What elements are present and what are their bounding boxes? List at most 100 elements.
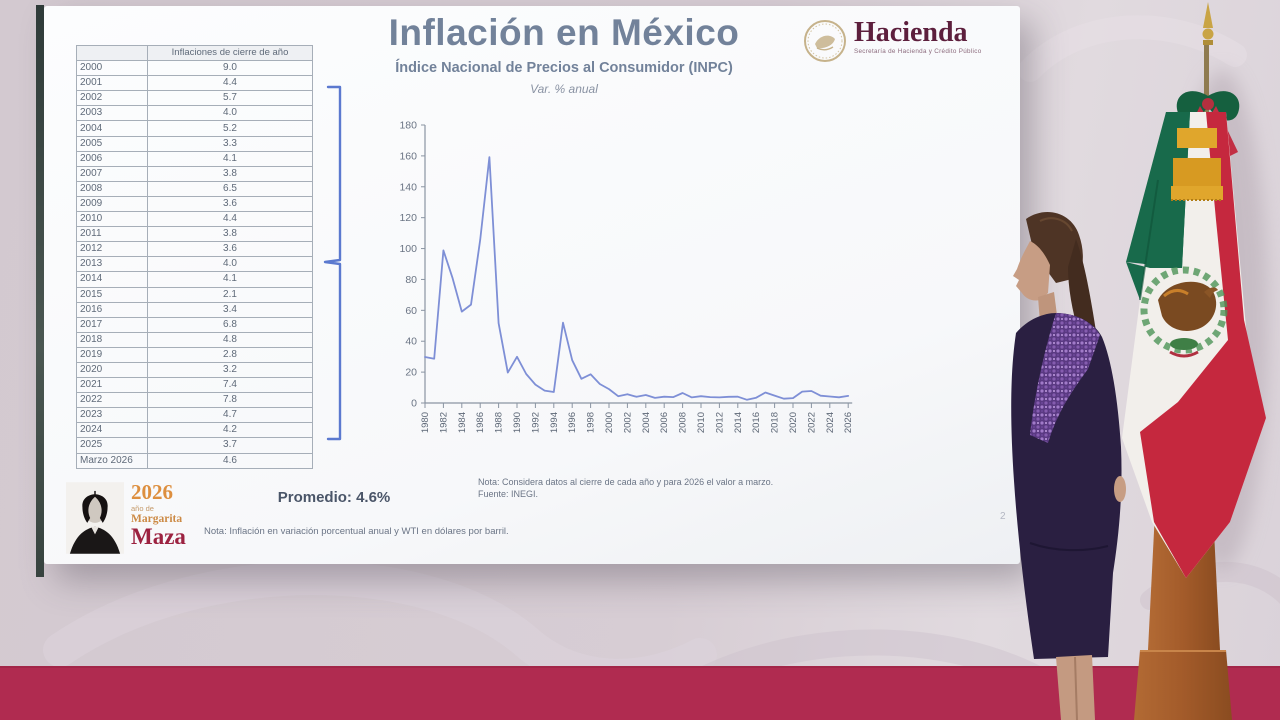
hacienda-logo: Hacienda Secretaría de Hacienda y Crédit… [802,18,982,64]
x-axis-tick-label: 1982 [438,412,449,433]
y-axis-tick-label: 20 [405,367,417,379]
x-axis-tick-label: 2022 [806,412,817,433]
y-axis-tick-label: 180 [399,120,417,132]
hacienda-subtext: Secretaría de Hacienda y Crédito Público [854,48,982,56]
inflation-value-cell: 4.6 [147,452,313,469]
table-row: 2000 9.0 [76,60,313,77]
table-row: Marzo 2026 4.6 [76,452,313,469]
table-row: 2006 4.1 [76,150,313,167]
table-row: 2014 4.1 [76,271,313,288]
inflation-value-cell: 4.2 [147,422,313,439]
maza-line3: Maza [131,524,186,549]
slide-variation-label: Var. % anual [530,82,598,96]
y-axis-tick-label: 40 [405,336,417,348]
inflation-value-cell: 4.7 [147,407,313,424]
presentation-screen: Inflación en México Índice Nacional de P… [36,5,1020,577]
y-axis-tick-label: 120 [399,212,417,224]
year-cell: 2017 [76,316,148,333]
person-embroidered-panel [1030,313,1100,443]
table-row: 2019 2.8 [76,346,313,363]
table-row: 2002 5.7 [76,90,313,107]
x-axis-tick-label: 2012 [714,412,725,433]
inflation-value-cell: 7.4 [147,377,313,394]
slide-subtitle: Índice Nacional de Precios al Consumidor… [395,60,733,76]
y-axis-tick-label: 60 [405,305,417,317]
year-cell: 2012 [76,241,148,258]
table-row: 2020 3.2 [76,361,313,379]
inflation-value-cell: 7.8 [147,392,313,409]
maza-line1: año de [131,504,154,513]
x-axis-tick-label: 2014 [733,412,744,433]
table-row: 2021 7.4 [76,377,313,394]
table-row: 2011 3.8 [76,226,313,243]
chart-note-line1: Nota: Considera datos al cierre de cada … [478,477,774,487]
table-row: 2018 4.8 [76,331,313,348]
year-cell: 2014 [76,271,148,288]
inflation-value-cell: 4.1 [147,271,313,288]
inflation-value-cell: 5.7 [147,90,313,107]
year-cell: 2011 [76,226,148,243]
bottom-note: Nota: Inflación en variación porcentual … [204,526,509,537]
x-axis-tick-label: 1984 [457,412,468,433]
maza-year: 2026 [131,480,173,504]
average-inflation-label: Promedio: 4.6% [277,489,391,506]
x-axis-tick-label: 2004 [641,412,652,433]
y-axis-tick-label: 0 [411,398,417,410]
year-cell: 2009 [76,195,148,213]
x-axis-tick-label: 1994 [549,412,560,433]
year-cell: 2018 [76,331,148,348]
inflation-value-cell: 2.8 [147,346,313,363]
x-axis-tick-label: 2008 [678,412,689,433]
x-axis-tick-label: 2026 [843,412,854,433]
inflation-value-cell: 3.2 [147,361,313,379]
x-axis-tick-label: 2016 [751,412,762,433]
inflation-value-cell: 3.8 [147,165,313,182]
inflation-line-series [424,156,850,401]
inflation-value-cell: 3.6 [147,241,313,258]
inflation-header-cell: Inflaciones de cierre de año [147,44,313,62]
person-hand [1114,476,1126,502]
year-cell: 2005 [76,135,148,152]
inflation-value-cell: 4.0 [147,105,313,122]
x-axis-tick-label: 2000 [604,412,615,433]
table-row: 2007 3.8 [76,165,313,182]
x-axis-tick-label: 2010 [696,412,707,433]
table-group-bracket [323,85,342,441]
year-cell: 2002 [76,90,148,107]
table-row: 2009 3.6 [76,195,313,213]
table-row: 2024 4.2 [76,422,313,439]
year-cell: 2022 [76,392,148,409]
slide-title: Inflación en México [388,12,740,53]
year-cell: 2001 [76,75,148,92]
year-cell: 2024 [76,422,148,439]
inflation-table: Inflaciones de cierre de año 2000 9.0 2001… [76,44,313,469]
inflation-value-cell: 3.4 [147,301,313,318]
flag-eagle-emblem-icon [1140,266,1228,358]
year-cell: 2016 [76,301,148,318]
year-cell: 2023 [76,407,148,424]
year-cell: 2008 [76,180,148,197]
table-row: 2010 4.4 [76,211,313,228]
y-axis-tick-label: 140 [399,181,417,193]
hacienda-wordmark: Hacienda [854,17,968,48]
year-cell: 2004 [76,120,148,137]
x-axis-tick-label: 2018 [770,412,781,433]
mexican-flag [1122,2,1268,720]
margarita-maza-logo: 2026 año de Margarita Maza [66,482,186,554]
screen-bezel [36,5,44,577]
year-cell: 2019 [76,346,148,363]
inflation-value-cell: 4.0 [147,256,313,273]
y-axis-tick-label: 80 [405,274,417,286]
inpc-line-chart: 0 20 40 60 80 100 120 140 160 180 1980 1982 1984 1986… [399,120,854,434]
flag-finial-icon [1203,2,1213,28]
person-viewing-screen [1011,212,1126,720]
x-axis-tick-label: 1998 [586,412,597,433]
x-axis-tick-label: 2020 [788,412,799,433]
year-cell: 2007 [76,165,148,182]
year-header-cell [76,44,148,62]
inflation-value-cell: 4.1 [147,150,313,167]
inflation-value-cell: 3.6 [147,195,313,213]
table-row: 2022 7.8 [76,392,313,409]
flag-gold-fringe [1171,128,1223,201]
